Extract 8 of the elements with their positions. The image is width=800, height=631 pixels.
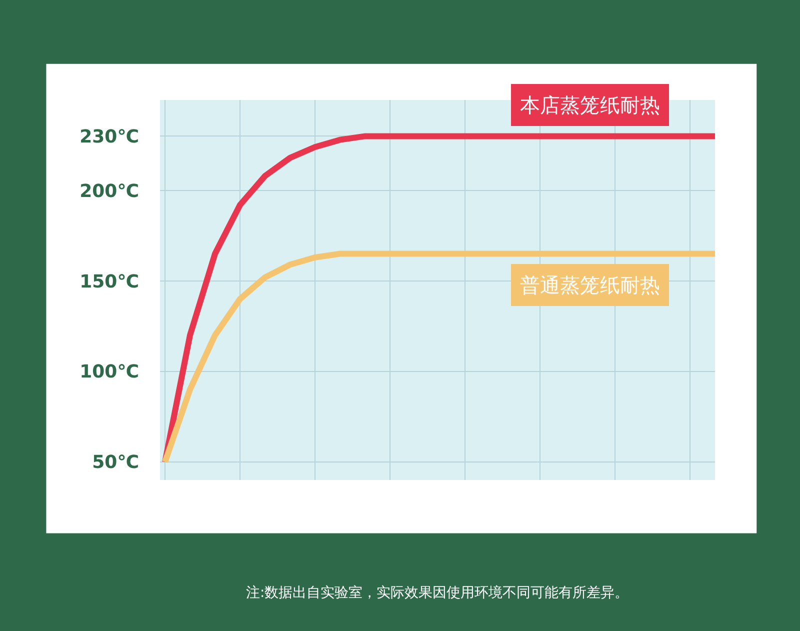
y-tick-label: 100℃ — [80, 362, 139, 383]
series-label: 本店蒸笼纸耐热 — [520, 93, 660, 117]
y-tick-label: 230℃ — [80, 126, 139, 148]
y-tick-label: 150℃ — [80, 271, 139, 292]
y-tick-label: 50℃ — [92, 452, 139, 474]
text: 注:数据出自实验室，实际效果因使用环境不同可能有所差异。 — [246, 585, 629, 601]
y-tick-label: 200℃ — [80, 180, 139, 202]
series-label: 普通蒸笼纸耐热 — [520, 273, 660, 297]
